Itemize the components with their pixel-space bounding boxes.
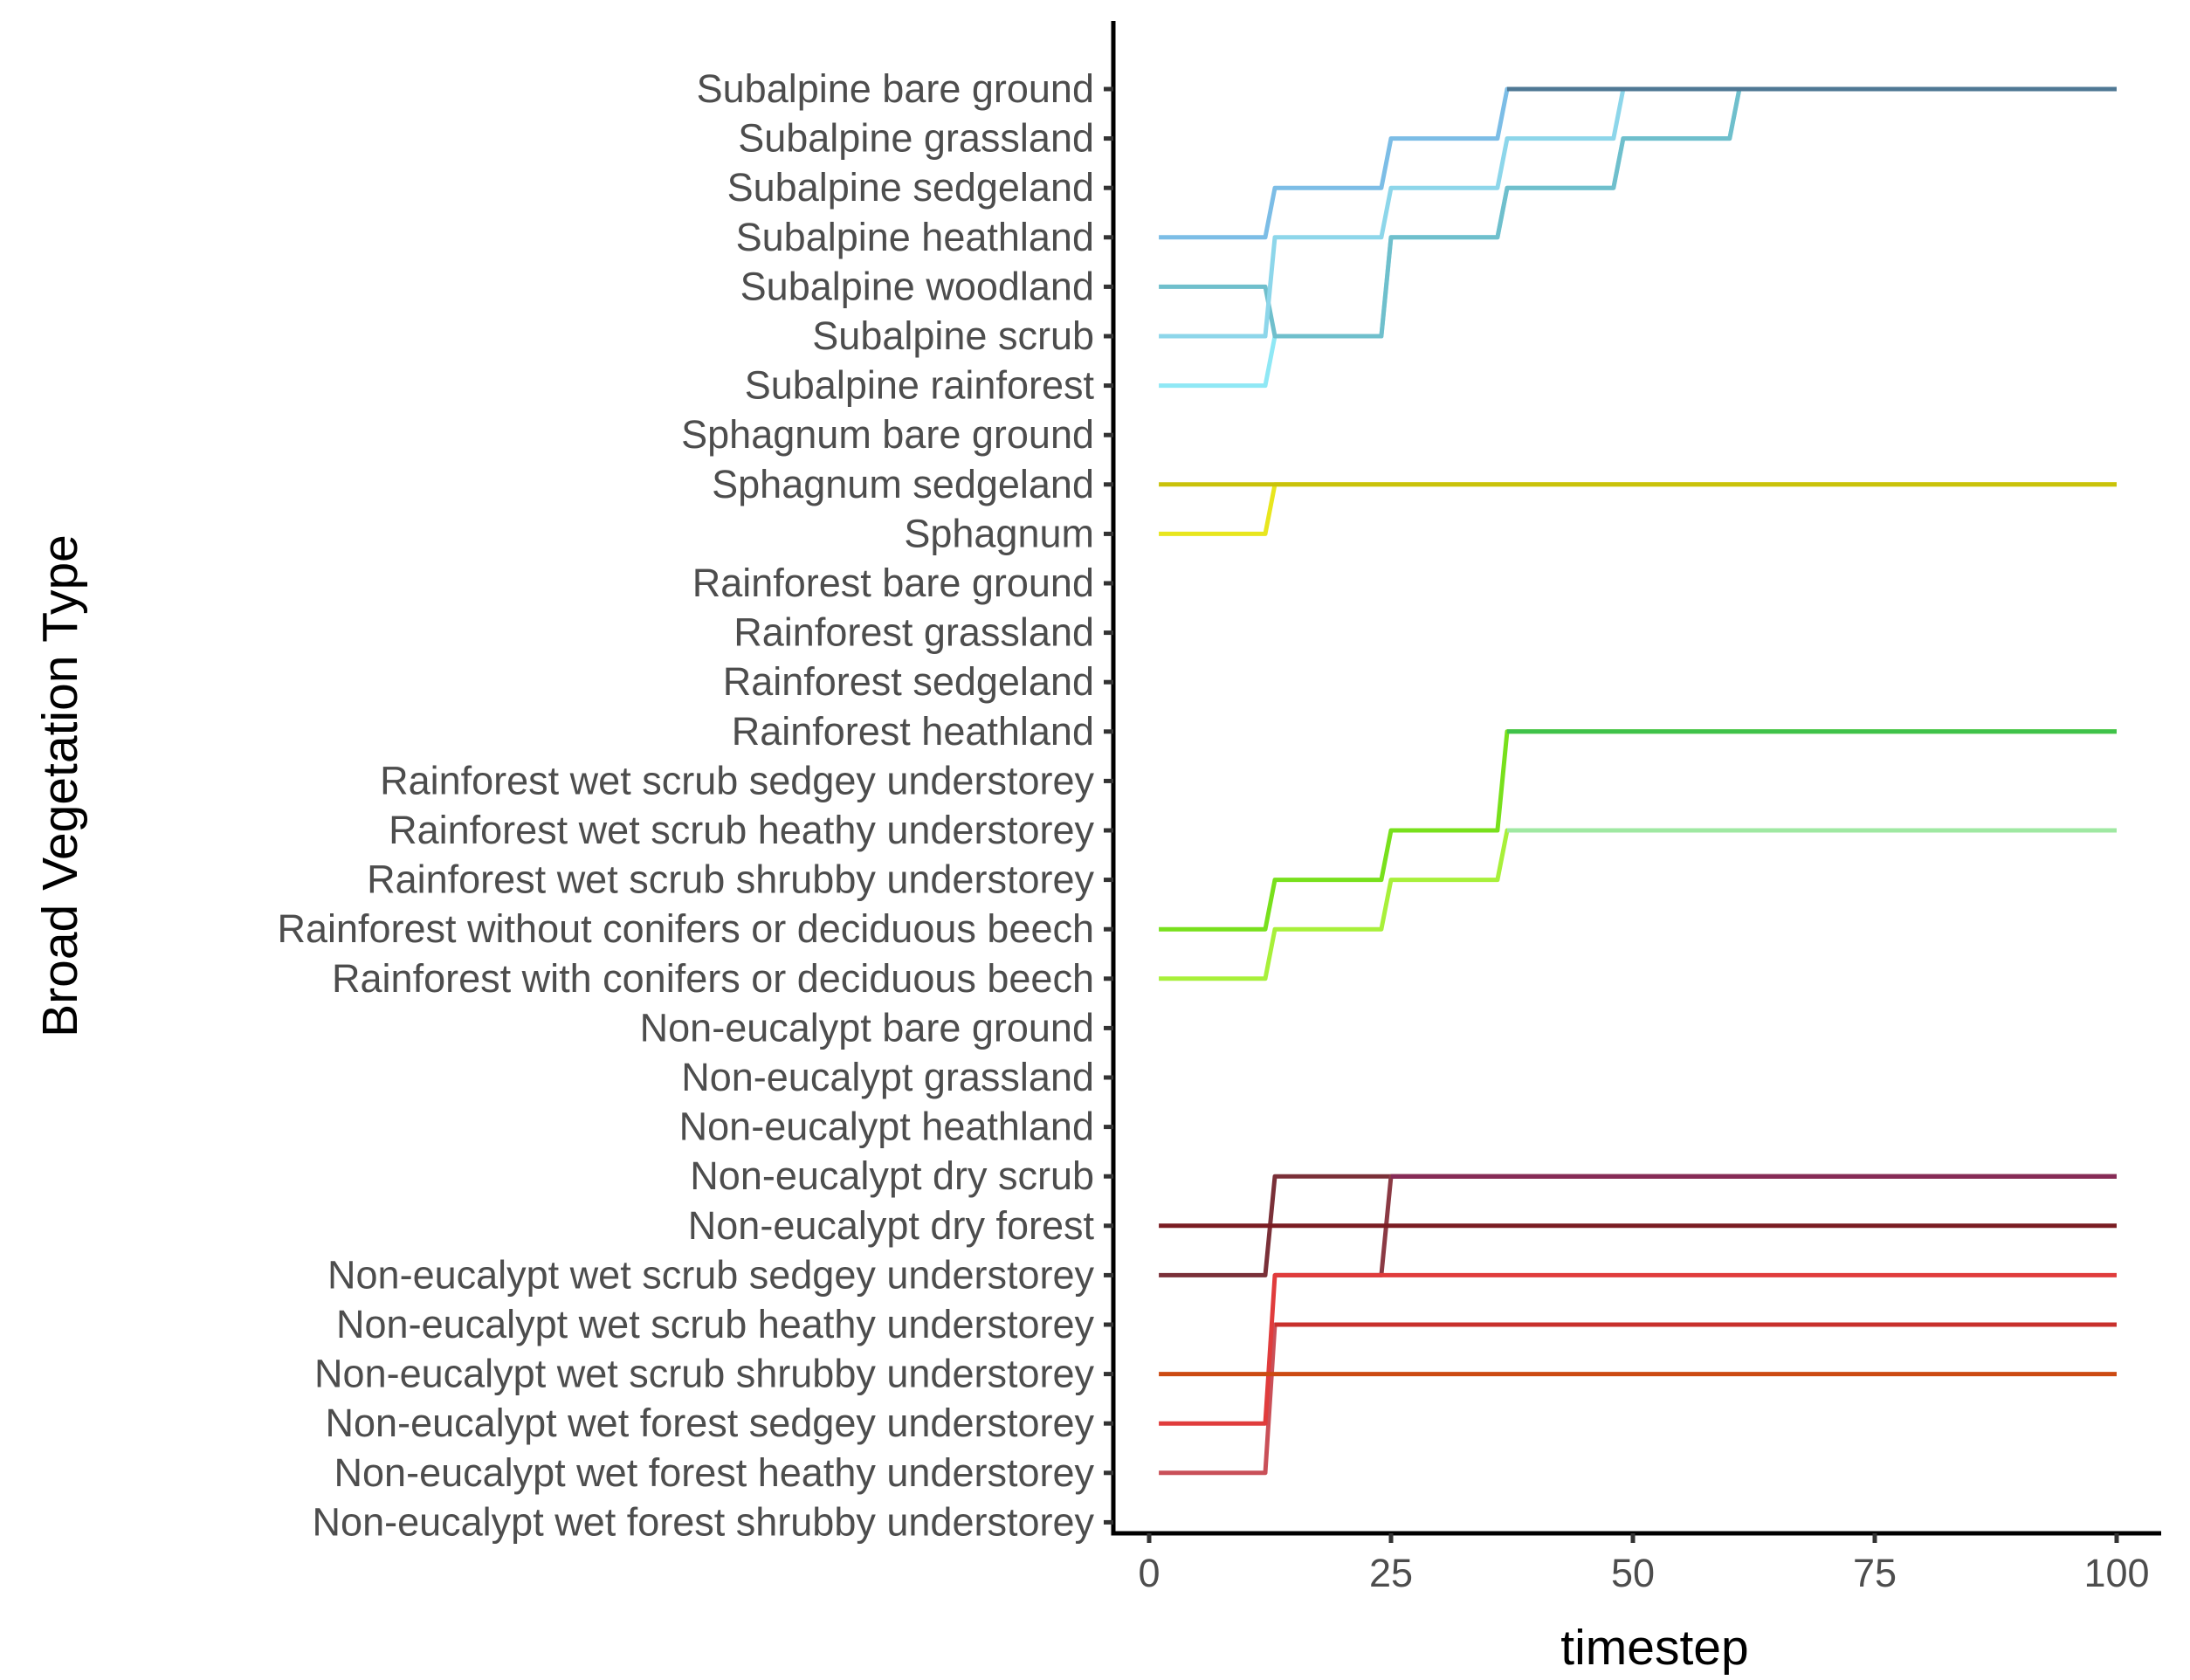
y-tick-label: Rainforest wet scrub sedgey understorey	[380, 758, 1094, 802]
y-tick-label: Rainforest sedgeland	[723, 659, 1094, 704]
series-line-15	[1159, 1322, 2117, 1476]
y-tick-label: Non-eucalypt wet scrub sedgey understore…	[327, 1252, 1094, 1297]
series-line-2	[1159, 86, 2117, 339]
series-line-5	[1159, 482, 2117, 536]
series-layer	[1159, 86, 2117, 1476]
y-tick-label: Non-eucalypt wet scrub shrubby understor…	[314, 1352, 1094, 1396]
y-tick-label: Non-eucalypt wet forest shrubby understo…	[313, 1499, 1095, 1544]
y-tick-label: Subalpine rainforest	[745, 363, 1095, 408]
series-line-8	[1159, 729, 2117, 932]
series-line-1	[1159, 86, 2117, 339]
series-line-3	[1159, 86, 2117, 240]
y-axis-title: Broad Vegetation Type	[32, 534, 88, 1037]
y-axis-ticks: Subalpine bare ground Subalpine grassland…	[277, 66, 1113, 1544]
series-line-16	[1159, 1272, 2117, 1426]
y-tick-label: Subalpine grassland	[738, 116, 1094, 161]
y-tick-label: Non-eucalypt heathland	[679, 1105, 1094, 1149]
y-tick-label: Subalpine sedgeland	[727, 165, 1094, 210]
y-tick-label: Non-eucalypt dry forest	[688, 1203, 1095, 1248]
y-tick-label: Rainforest without conifers or deciduous…	[277, 906, 1094, 951]
y-tick-label: Rainforest with conifers or deciduous be…	[332, 956, 1094, 1001]
y-tick-label: Rainforest wet scrub shrubby understorey	[367, 857, 1094, 902]
y-tick-label: Non-eucalypt grassland	[681, 1055, 1094, 1099]
y-tick-label: Subalpine heathland	[736, 215, 1094, 259]
x-tick-label: 50	[1611, 1551, 1655, 1595]
x-tick-label: 100	[2083, 1551, 2149, 1595]
y-tick-label: Rainforest heathland	[732, 709, 1094, 754]
series-line-7	[1159, 828, 2117, 981]
y-tick-label: Sphagnum bare ground	[681, 412, 1094, 457]
y-tick-label: Subalpine bare ground	[697, 66, 1094, 111]
y-tick-label: Non-eucalypt wet forest sedgey understor…	[326, 1401, 1095, 1445]
y-tick-label: Subalpine woodland	[740, 264, 1094, 308]
x-axis-ticks: 0 25 50 75 100	[1138, 1533, 2150, 1595]
x-tick-label: 0	[1138, 1551, 1160, 1595]
y-tick-label: Rainforest wet scrub heathy understorey	[389, 808, 1094, 852]
x-tick-label: 75	[1853, 1551, 1897, 1595]
y-tick-label: Subalpine scrub	[812, 313, 1094, 358]
y-tick-label: Non-eucalypt bare ground	[640, 1005, 1094, 1050]
y-tick-label: Sphagnum	[904, 511, 1094, 555]
y-tick-label: Rainforest bare ground	[692, 561, 1094, 605]
y-tick-label: Sphagnum sedgeland	[712, 462, 1094, 506]
y-tick-label: Non-eucalypt wet scrub heathy understore…	[336, 1302, 1094, 1346]
y-tick-label: Rainforest grassland	[733, 610, 1094, 655]
x-tick-label: 25	[1369, 1551, 1413, 1595]
y-tick-label: Non-eucalypt wet forest heathy understor…	[334, 1450, 1095, 1495]
x-axis-title: timestep	[1560, 1620, 1748, 1676]
y-tick-label: Non-eucalypt dry scrub	[690, 1153, 1094, 1198]
